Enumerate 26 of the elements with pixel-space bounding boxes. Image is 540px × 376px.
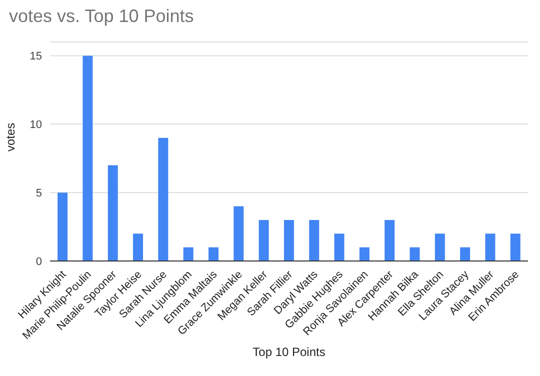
chart-title: votes vs. Top 10 Points <box>9 6 194 27</box>
bar <box>208 247 218 261</box>
bar <box>434 234 445 261</box>
bar <box>258 220 269 261</box>
y-tick-label: 0 <box>36 256 42 268</box>
bar <box>334 234 344 261</box>
bar <box>234 206 244 261</box>
bar <box>58 192 68 261</box>
bar <box>384 220 395 261</box>
y-tick-label: 15 <box>30 50 42 63</box>
bar <box>359 247 370 261</box>
bar <box>485 234 496 261</box>
bar <box>158 138 168 261</box>
bar <box>183 247 194 261</box>
y-tick-label: 10 <box>30 119 42 132</box>
bar <box>510 234 520 261</box>
x-axis-title: Top 10 Points <box>252 345 326 359</box>
bar <box>309 220 320 261</box>
bar <box>108 165 118 261</box>
y-axis-title: votes <box>3 122 18 152</box>
bar <box>82 56 93 261</box>
bar <box>460 247 470 261</box>
bar <box>133 234 144 261</box>
y-tick-label: 5 <box>36 187 42 200</box>
bar <box>410 247 420 261</box>
bar <box>284 220 294 261</box>
